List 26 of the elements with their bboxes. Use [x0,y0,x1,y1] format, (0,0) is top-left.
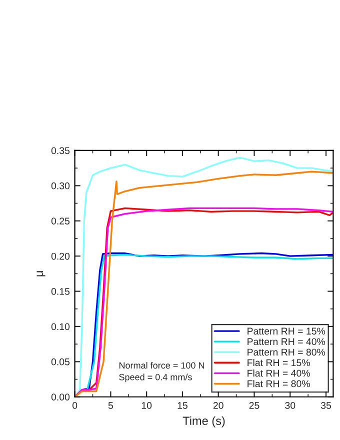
y-tick-label: 0.05 [51,358,70,366]
y-tick-label: 0.20 [51,252,70,260]
annotation: Speed = 0.4 mm/s [119,374,192,382]
annotation: Normal force = 100 N [119,362,204,369]
y-tick-label: 0.25 [51,218,70,224]
legend-label: Flat RH = 15% [248,358,310,366]
legend-label: Pattern RH = 40% [248,338,326,346]
y-tick-label: 0.10 [51,323,70,330]
x-tick-label: 35 [320,402,332,409]
legend-label: Flat RH = 40% [248,370,310,377]
y-tick-label: 0.15 [51,288,70,295]
x-axis-title: Time (s) [182,416,225,428]
legend-label: Pattern RH = 15% [248,328,326,335]
x-tick-label: 25 [249,402,260,409]
x-tick-label: 15 [178,402,188,409]
y-tick-label: 0.00 [51,394,70,400]
y-tick-label: 0.35 [51,147,70,154]
x-tick-label: 10 [142,402,152,409]
legend-label: Pattern RH = 80% [248,348,326,356]
x-tick-label: 5 [108,402,113,409]
y-axis-title: μ [36,271,46,276]
x-tick-label: 30 [285,402,296,409]
x-tick-label: 0 [72,402,78,409]
legend-label: Flat RH = 80% [248,380,310,388]
x-tick-label: 20 [213,402,224,409]
y-tick-label: 0.30 [51,182,70,190]
